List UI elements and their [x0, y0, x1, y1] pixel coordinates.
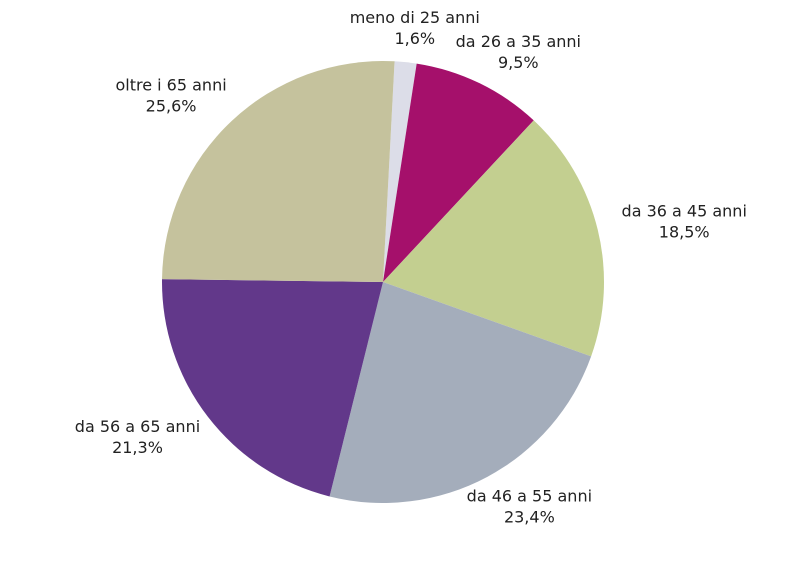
slice-label: da 56 a 65 anni	[75, 417, 200, 436]
slice-label: oltre i 65 anni	[115, 75, 226, 94]
slice-label: da 26 a 35 anni	[456, 32, 581, 51]
slice-value-label: 25,6%	[146, 96, 197, 115]
pie-slice	[383, 63, 534, 283]
pie-slice	[383, 120, 605, 357]
slice-value-label: 18,5%	[659, 222, 710, 241]
slice-label: meno di 25 anni	[350, 8, 480, 27]
slice-label: da 46 a 55 anni	[467, 486, 592, 505]
slice-value-label: 23,4%	[504, 507, 555, 526]
pie-slice	[329, 282, 592, 504]
pie-slice	[162, 61, 395, 282]
slice-label: da 36 a 45 anni	[622, 201, 747, 220]
slice-value-label: 1,6%	[394, 29, 435, 48]
pie-slice	[162, 279, 383, 497]
pie-slice	[383, 61, 417, 282]
slice-value-label: 21,3%	[112, 438, 163, 457]
slice-value-label: 9,5%	[498, 53, 539, 72]
